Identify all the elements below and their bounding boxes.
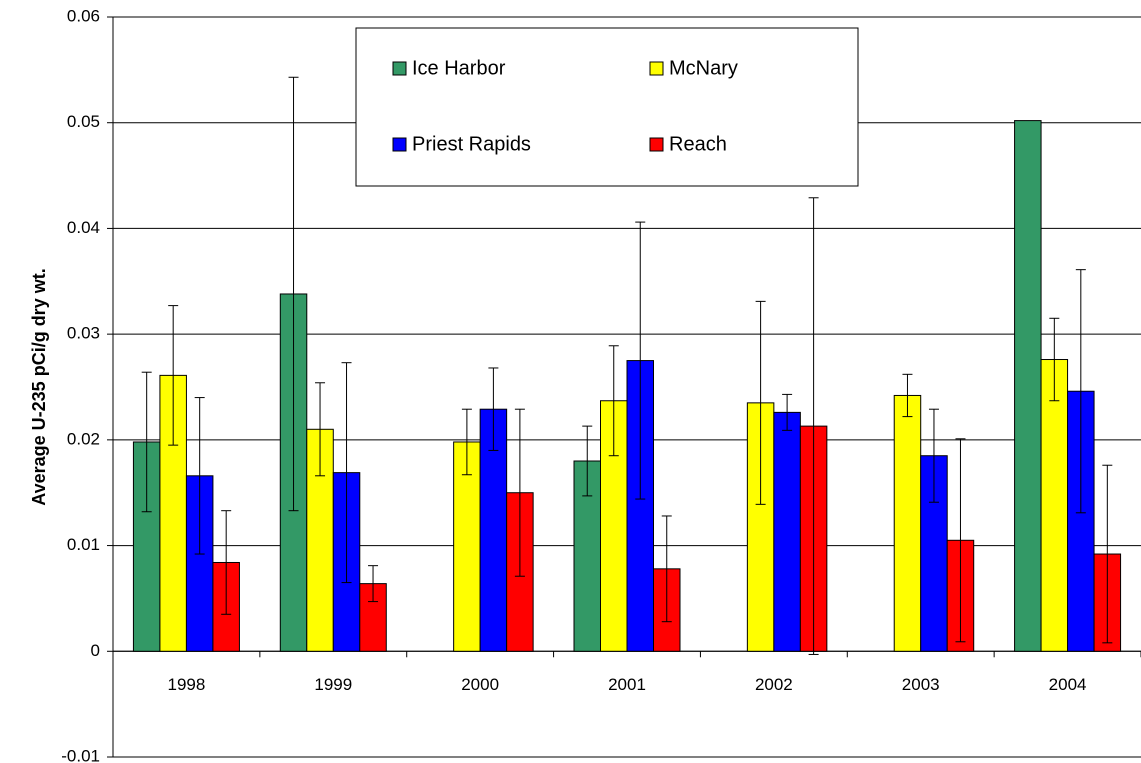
error-bar <box>582 425 593 497</box>
error-bar <box>808 197 819 655</box>
legend-label: Priest Rapids <box>412 133 531 155</box>
x-tick-label: 1998 <box>168 675 206 694</box>
error-bar <box>1075 269 1086 514</box>
x-tick-label: 1999 <box>314 675 352 694</box>
bar <box>893 394 922 652</box>
error-bar <box>461 408 472 476</box>
y-tick-label: 0.01 <box>67 535 100 554</box>
legend-label: Reach <box>669 133 727 155</box>
error-bar <box>288 76 299 512</box>
error-bar <box>782 393 793 431</box>
legend-swatch <box>392 61 407 76</box>
legend-box <box>355 27 859 187</box>
error-bar <box>755 300 766 505</box>
bar <box>1014 120 1042 652</box>
error-bar <box>1049 317 1060 402</box>
x-tick-label: 2000 <box>461 675 499 694</box>
bar <box>773 411 801 652</box>
legend-label: Ice Harbor <box>412 57 506 79</box>
y-tick-label: 0.02 <box>67 429 100 448</box>
y-tick-label: -0.01 <box>61 746 100 763</box>
error-bar <box>955 438 966 643</box>
y-axis-label: Average U-235 pCi/g dry wt. <box>29 268 49 505</box>
error-bar <box>608 345 619 457</box>
error-bar <box>341 362 352 584</box>
error-bar <box>1102 464 1113 644</box>
error-bar <box>168 305 179 446</box>
x-tick-label: 2002 <box>755 675 793 694</box>
legend-label: McNary <box>669 57 738 79</box>
y-tick-label: 0.04 <box>67 218 100 237</box>
y-tick-label: 0 <box>91 641 100 660</box>
bar <box>1040 359 1069 652</box>
error-bar <box>488 367 499 451</box>
error-bar <box>661 515 672 623</box>
y-tick-label: 0.03 <box>67 324 100 343</box>
error-bar <box>368 565 379 603</box>
error-bar <box>928 408 939 503</box>
error-bar <box>194 397 205 555</box>
error-bar <box>635 221 646 500</box>
error-bar <box>221 510 232 615</box>
error-bar <box>902 373 913 418</box>
x-tick-label: 2001 <box>608 675 646 694</box>
y-tick-label: 0.05 <box>67 112 100 131</box>
legend-swatch <box>649 137 664 152</box>
legend-swatch <box>649 61 664 76</box>
error-bar <box>514 408 525 577</box>
legend-swatch <box>392 137 407 152</box>
error-bar <box>315 382 326 477</box>
x-tick-label: 2004 <box>1049 675 1087 694</box>
y-tick-label: 0.06 <box>67 6 100 25</box>
error-bar <box>141 371 152 513</box>
x-tick-label: 2003 <box>902 675 940 694</box>
